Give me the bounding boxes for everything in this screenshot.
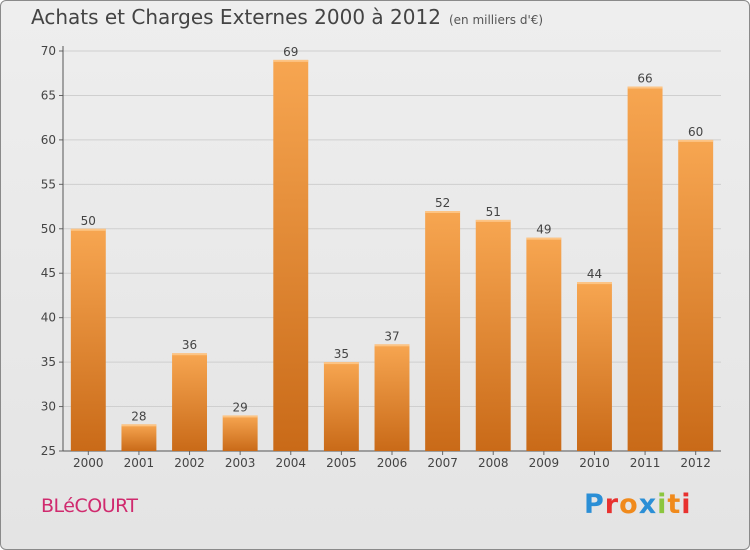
proxiti-logo: Proxiti [584,489,692,520]
x-tick-label: 2000 [73,456,104,470]
logo-letter: o [619,489,639,520]
y-tick-label: 30 [41,400,56,414]
data-label-2010: 44 [587,267,602,281]
bar-2000 [70,228,106,451]
bar-highlight [627,86,663,89]
bar-2004 [273,59,309,452]
data-label-2002: 36 [182,338,197,352]
data-label-2005: 35 [334,347,349,361]
axes: 25 30 35 40 45 50 55 60 65 70 2000 2001 2002 2003 2004… [41,44,721,470]
bar-highlight [222,415,258,418]
y-tick-label: 25 [41,444,56,458]
data-label-2009: 49 [536,223,551,237]
bar-2006 [374,344,410,451]
y-tick-label: 55 [41,177,56,191]
bar-2008 [475,219,511,451]
chart-title: Achats et Charges Externes 2000 à 2012 (e… [31,5,543,29]
data-label-2001: 28 [131,409,146,423]
y-tick-label: 60 [41,133,56,147]
bar-2007 [425,211,461,451]
x-tick-label: 2009 [529,456,560,470]
y-tick-label: 70 [41,44,56,58]
bar-2011 [627,86,663,452]
bar-2003 [222,415,258,451]
x-tick-label: 2008 [478,456,509,470]
logo-letter: x [638,489,658,520]
bar-highlight [273,59,309,62]
x-tick-label: 2006 [377,456,408,470]
bar-2012 [678,139,714,451]
commune-name: BLéCOURT [41,495,138,517]
x-tick-label: 2003 [225,456,256,470]
data-label-2012: 60 [688,125,703,139]
data-label-2008: 51 [486,205,501,219]
bar-2002 [172,353,208,451]
bar-highlight [425,211,461,213]
x-tick-label: 2004 [275,456,306,470]
bar-highlight [374,344,410,347]
logo-letter: i [657,489,668,520]
x-tick-label: 2007 [427,456,458,470]
x-tick-label: 2012 [680,456,711,470]
y-tick-label: 40 [41,311,56,325]
chart-unit: (en milliers d'€) [448,13,544,27]
data-label-2007: 52 [435,196,450,210]
data-label-2011: 66 [637,72,652,86]
bar-2010 [576,282,612,451]
x-tick-label: 2002 [174,456,205,470]
logo-letter: i [681,489,692,520]
bar-highlight [475,219,511,222]
x-tick-label: 2011 [630,456,661,470]
x-tick-label: 2005 [326,456,357,470]
y-tick-label: 50 [41,222,56,236]
bar-highlight [172,353,208,356]
bar-highlight [121,424,157,427]
x-tick-label: 2001 [124,456,155,470]
bar-2005 [323,362,359,451]
bar-2001 [121,424,157,451]
x-tick-label: 2010 [579,456,610,470]
bar-highlight [70,228,106,231]
y-tick-label: 35 [41,355,56,369]
bar-2009 [526,237,562,451]
data-labels: 50 28 36 29 69 35 37 52 51 49 44 66 60 [81,45,704,423]
data-label-2004: 69 [283,45,298,59]
data-label-2006: 37 [384,329,399,343]
bar-highlight [323,362,359,365]
chart-title-text: Achats et Charges Externes 2000 à 2012 [31,5,441,29]
bar-highlight [526,237,562,240]
bars [70,59,714,452]
y-tick-label: 45 [41,266,56,280]
logo-letter: r [604,489,620,520]
bar-highlight [678,139,714,142]
data-label-2000: 50 [81,214,96,228]
y-tick-label: 65 [41,88,56,102]
data-label-2003: 29 [233,400,248,414]
bar-highlight [576,282,612,285]
logo-letter: P [584,489,605,520]
logo-letter: t [667,489,682,520]
